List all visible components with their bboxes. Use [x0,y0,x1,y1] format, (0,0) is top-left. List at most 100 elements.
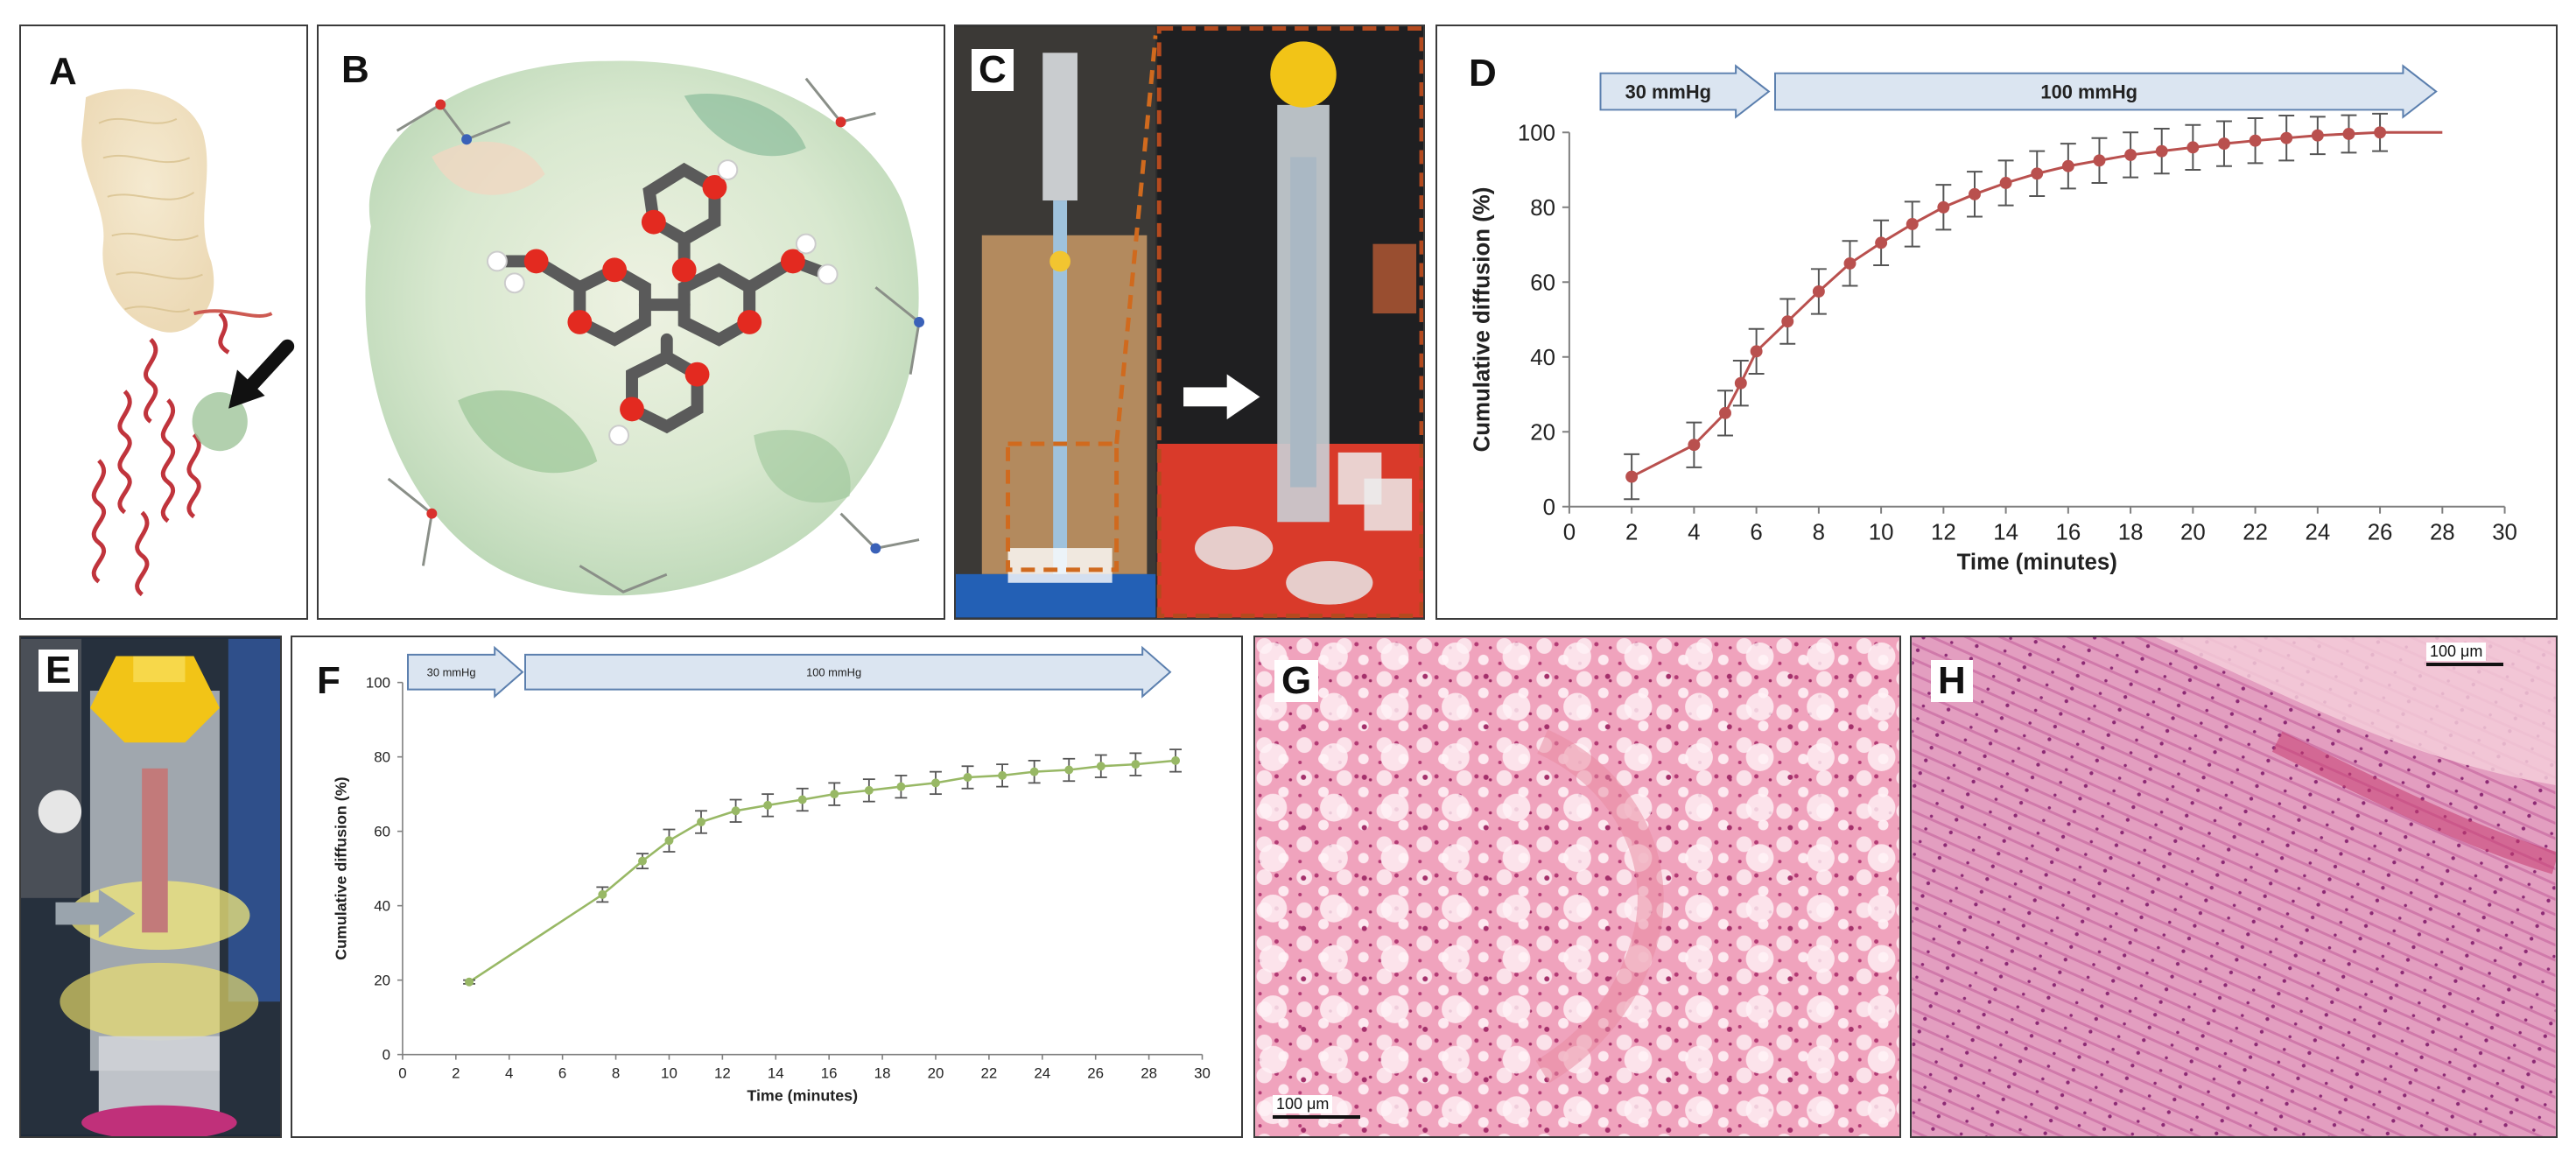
data-point [1906,218,1919,230]
panel-c-label: C [972,49,1014,91]
scale-bar-h: 100 μm [2426,643,2503,666]
y-tick-label: 20 [374,973,390,989]
data-point [1812,284,1825,298]
x-tick-label: 4 [1688,521,1700,545]
grey-arrow-icon [55,889,136,938]
y-axis-label: Cumulative diffusion (%) [1470,187,1494,453]
data-point [1029,767,1039,776]
x-tick-label: 18 [874,1064,891,1081]
data-point [2093,154,2106,167]
data-point [1096,762,1106,771]
pressure-arrow-label-2: 100 mmHg [806,665,861,678]
data-point [1734,376,1747,390]
pressure-arrow-1 [1599,64,1771,119]
y-tick-label: 0 [1543,495,1555,520]
x-tick-label: 10 [1869,521,1894,545]
pressure-arrow-label-1: 30 mmHg [427,665,476,678]
data-point [896,782,906,791]
panel-h: H 100 μm [1910,636,2558,1138]
x-tick-label: 6 [558,1064,566,1081]
data-point [2155,144,2168,158]
data-point [864,785,874,795]
x-tick-label: 30 [2492,521,2517,545]
x-tick-label: 18 [2118,521,2144,545]
panel-e: E [19,636,282,1138]
panel-f-label: F [310,660,347,702]
data-point [763,800,773,810]
x-tick-label: 20 [928,1064,944,1081]
data-point [2061,159,2074,172]
y-tick-label: 60 [1530,271,1555,296]
series-line [468,759,1176,983]
y-tick-label: 80 [374,749,390,766]
data-point [638,856,647,866]
data-point [963,773,972,782]
x-tick-label: 12 [1931,521,1956,545]
histology-image-g [1255,637,1899,1136]
x-tick-label: 20 [2180,521,2206,545]
data-point [2374,126,2387,139]
chart-d: 0 2 4 6 8 10 12 14 16 18 20 22 24 26 28 30020406080100T… [1470,64,2517,574]
data-point [664,836,674,846]
y-tick-label: 100 [1518,122,1555,146]
panel-g: G 100 μm [1253,636,1901,1138]
pressure-arrow-2 [1774,64,2438,119]
y-tick-label: 20 [1530,421,1555,446]
data-point [1171,755,1181,765]
y-tick-label: 80 [1530,196,1555,221]
data-point [1969,187,1981,200]
y-axis-label: Cumulative diffusion (%) [332,776,349,959]
data-point [2342,128,2355,140]
data-point [2311,129,2324,142]
ligand-docking-image [365,60,925,596]
protein-structure-image [81,88,295,597]
x-tick-label: 8 [612,1064,620,1081]
panel-f: F 0 2 4 6 8 10 12 14 16 18 20 22 24 26 28 30 0 20 40 60 80 10… [291,636,1243,1138]
y-tick-label: 0 [383,1047,390,1064]
data-point [1064,765,1074,775]
data-point [2249,134,2262,147]
x-tick-label: 30 [1194,1064,1211,1081]
panel-b: B [317,25,945,620]
x-tick-label: 16 [821,1064,838,1081]
x-tick-label: 28 [2430,521,2455,545]
setup-photo [21,638,280,1136]
x-tick-label: 28 [1141,1064,1157,1081]
data-point [697,818,705,826]
x-tick-label: 26 [2368,521,2393,545]
x-tick-label: 26 [1087,1064,1104,1081]
x-axis-label: Time (minutes) [1957,550,2117,574]
pressure-arrow-2 [524,645,1172,699]
x-tick-label: 6 [1750,521,1762,545]
data-point [830,790,839,799]
data-point [1688,439,1701,452]
data-point [1875,236,1888,249]
y-tick-label: 60 [374,824,390,840]
panel-d: D 0 2 4 6 8 10 12 14 16 18 20 22 24 26 28 30 0 20 40 60 80 10… [1435,25,2558,620]
data-point [1999,177,2012,189]
panel-e-label: E [39,650,79,692]
x-tick-label: 2 [452,1064,460,1081]
x-tick-label: 22 [980,1064,997,1081]
data-point [2031,167,2044,180]
data-point [2124,148,2137,161]
panel-d-label: D [1462,53,1504,95]
histology-image-h [1912,637,2556,1136]
data-point [465,977,474,987]
panel-b-label: B [334,49,376,91]
y-tick-label: 100 [366,675,390,692]
pressure-arrow-1 [407,645,524,699]
panel-h-label: H [1931,660,1973,702]
data-point [797,795,807,804]
scale-bar-h-label: 100 μm [2426,643,2487,661]
x-tick-label: 4 [505,1064,513,1081]
data-point [1625,470,1639,483]
x-tick-label: 16 [2055,521,2081,545]
x-tick-label: 0 [398,1064,406,1081]
data-point [1937,200,1950,214]
x-tick-label: 0 [1563,521,1576,545]
data-point [2186,141,2200,154]
binding-site-arrow-icon [228,339,295,409]
x-tick-label: 8 [1813,521,1825,545]
x-tick-label: 14 [1993,521,2018,545]
